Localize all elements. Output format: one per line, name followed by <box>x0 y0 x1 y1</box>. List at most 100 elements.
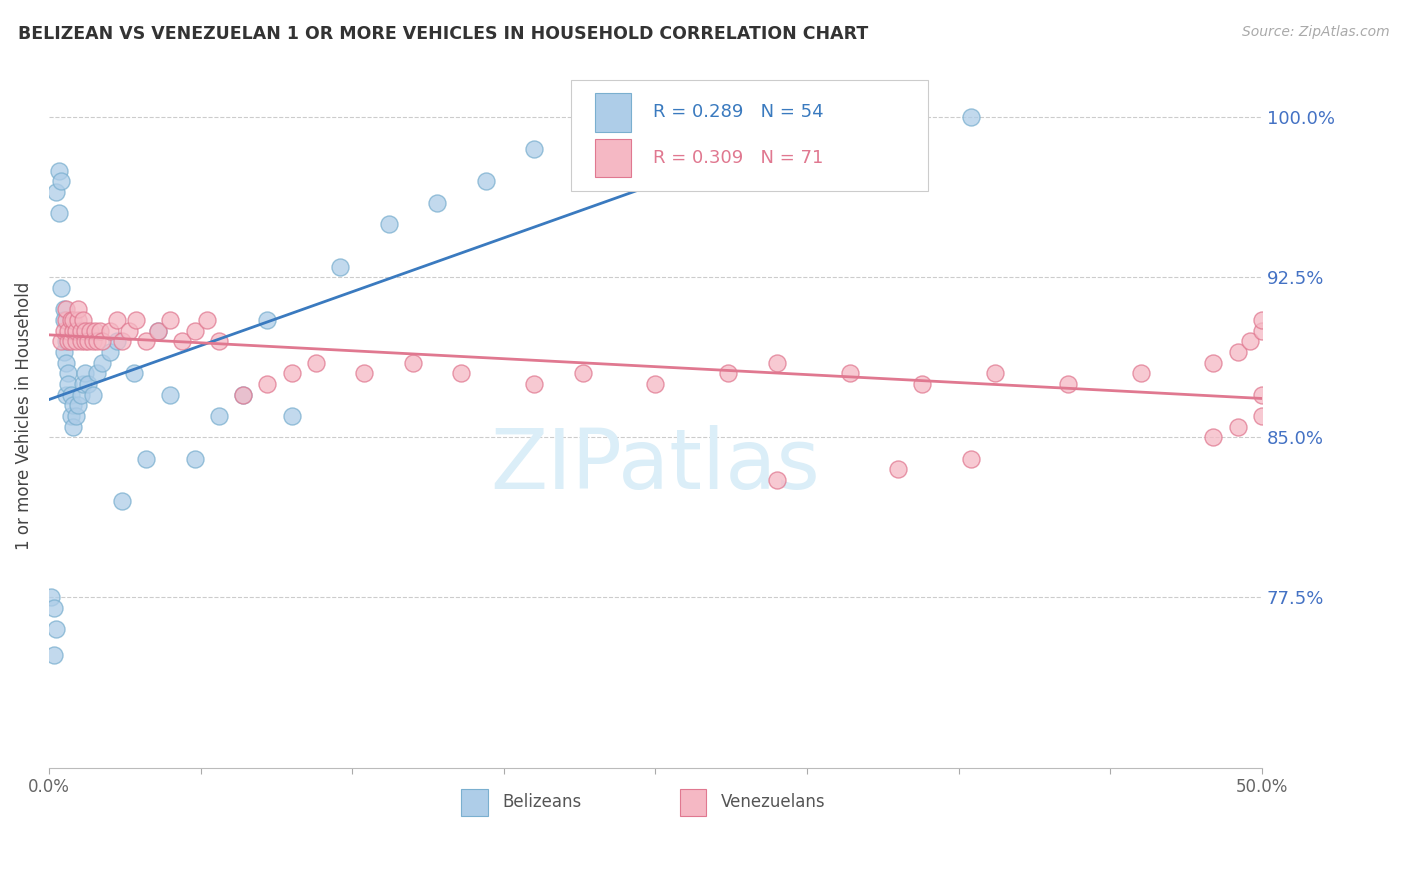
Point <box>183 324 205 338</box>
Point <box>523 376 546 391</box>
Point <box>523 142 546 156</box>
Point <box>42 601 65 615</box>
Point <box>1202 356 1225 370</box>
Point <box>52 324 75 338</box>
Point <box>62 324 84 338</box>
Point <box>52 345 75 359</box>
Point <box>49 174 72 188</box>
Point <box>984 367 1007 381</box>
Point <box>122 367 145 381</box>
Point <box>58 376 80 391</box>
Point <box>76 334 98 349</box>
Point <box>65 324 87 338</box>
Point <box>52 302 75 317</box>
Text: BELIZEAN VS VENEZUELAN 1 OR MORE VEHICLES IN HOUSEHOLD CORRELATION CHART: BELIZEAN VS VENEZUELAN 1 OR MORE VEHICLE… <box>18 25 869 43</box>
Y-axis label: 1 or more Vehicles in Household: 1 or more Vehicles in Household <box>15 282 32 550</box>
Point <box>59 387 82 401</box>
Point <box>98 345 121 359</box>
Point <box>208 334 231 349</box>
Point <box>959 111 981 125</box>
Point <box>55 356 77 370</box>
Point <box>172 334 194 349</box>
Point <box>814 142 837 156</box>
Point <box>55 302 77 317</box>
Point <box>377 217 399 231</box>
Point <box>58 324 80 338</box>
Point <box>82 334 104 349</box>
Point <box>65 334 87 349</box>
Point <box>353 367 375 381</box>
Point <box>62 313 84 327</box>
Point <box>159 313 181 327</box>
Point <box>41 591 63 605</box>
Point <box>1226 419 1249 434</box>
Point <box>1251 313 1274 327</box>
Point <box>52 313 75 327</box>
Point <box>69 387 91 401</box>
Point <box>62 398 84 412</box>
Point <box>1251 324 1274 338</box>
Bar <box>461 789 488 815</box>
Point <box>45 622 67 636</box>
Point <box>67 302 90 317</box>
Point <box>329 260 352 274</box>
Point <box>118 324 141 338</box>
Point <box>79 324 101 338</box>
Point <box>42 648 65 662</box>
Point <box>82 387 104 401</box>
Bar <box>595 138 631 178</box>
Text: Venezuelans: Venezuelans <box>721 793 825 812</box>
Point <box>1251 409 1274 423</box>
Point <box>84 324 107 338</box>
Point <box>765 356 787 370</box>
Point <box>232 387 254 401</box>
Point <box>86 367 108 381</box>
Point <box>125 313 148 327</box>
Point <box>765 473 787 487</box>
Point <box>59 334 82 349</box>
Point <box>450 367 472 381</box>
Point <box>45 185 67 199</box>
Point <box>72 313 94 327</box>
Point <box>55 387 77 401</box>
Point <box>838 367 860 381</box>
Point <box>146 324 169 338</box>
Point <box>959 451 981 466</box>
Bar <box>679 789 706 815</box>
Point <box>887 121 910 136</box>
Point <box>1056 376 1078 391</box>
Point <box>1251 387 1274 401</box>
Text: Belizeans: Belizeans <box>502 793 582 812</box>
Point <box>765 131 787 145</box>
Point <box>48 206 70 220</box>
Point <box>67 398 90 412</box>
Point <box>98 324 121 338</box>
Point <box>76 376 98 391</box>
Point <box>887 462 910 476</box>
Text: ZIPatlas: ZIPatlas <box>491 425 820 506</box>
Point <box>159 387 181 401</box>
Point <box>105 334 128 349</box>
Point <box>69 334 91 349</box>
Point <box>571 131 593 145</box>
Point <box>146 324 169 338</box>
Point <box>91 334 114 349</box>
Point <box>72 376 94 391</box>
Text: Source: ZipAtlas.com: Source: ZipAtlas.com <box>1241 25 1389 39</box>
Point <box>111 334 134 349</box>
Point <box>49 281 72 295</box>
Point <box>1239 334 1261 349</box>
Point <box>135 451 157 466</box>
Point <box>89 324 111 338</box>
Point <box>67 313 90 327</box>
Point <box>1226 345 1249 359</box>
Point <box>111 494 134 508</box>
Point <box>75 367 97 381</box>
Text: R = 0.289   N = 54: R = 0.289 N = 54 <box>652 103 824 121</box>
Point <box>717 367 740 381</box>
Point <box>644 376 666 391</box>
Point <box>183 451 205 466</box>
Point <box>195 313 218 327</box>
Point <box>75 324 97 338</box>
Point <box>69 324 91 338</box>
